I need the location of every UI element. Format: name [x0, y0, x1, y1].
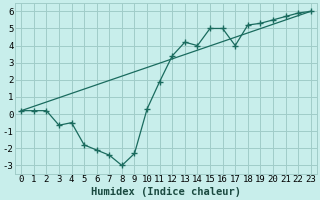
X-axis label: Humidex (Indice chaleur): Humidex (Indice chaleur) — [91, 187, 241, 197]
